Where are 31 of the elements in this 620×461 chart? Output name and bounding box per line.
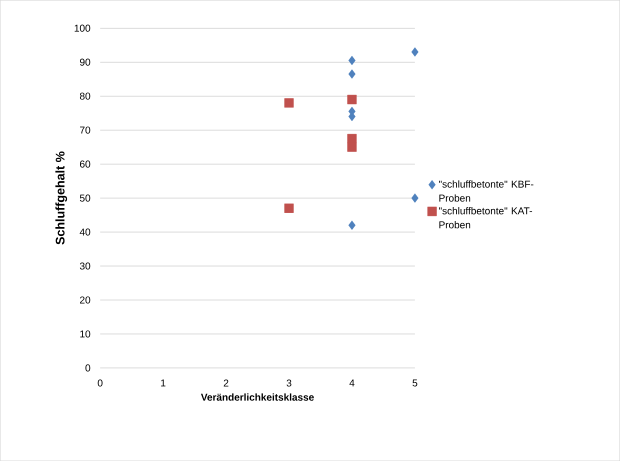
y-tick-label: 70 xyxy=(80,126,90,134)
point xyxy=(411,193,419,203)
x-tick-label: 5 xyxy=(412,379,418,386)
x-tick-label: 2 xyxy=(224,379,228,386)
x-tick-label: 4 xyxy=(349,379,354,386)
x-tick-label: 3 xyxy=(286,379,292,387)
x-axis-title: Veränderlichkeitsklasse xyxy=(200,393,314,401)
point xyxy=(284,98,294,108)
y-tick-label: 30 xyxy=(80,262,90,270)
legend-label: "schluffbetonte" KBF-Proben xyxy=(438,180,534,202)
y-tick-label: 50 xyxy=(80,194,90,202)
point xyxy=(347,94,357,104)
point xyxy=(348,220,356,230)
y-tick-label: 0 xyxy=(85,364,90,372)
y-tick-label: 10 xyxy=(80,330,90,338)
point xyxy=(347,142,357,152)
legend-label: "schluffbetonte" KAT-Proben xyxy=(438,207,532,228)
y-tick-label: 20 xyxy=(80,296,90,304)
point xyxy=(348,69,356,79)
y-tick-label: 60 xyxy=(80,160,90,168)
point xyxy=(284,204,294,213)
point xyxy=(348,56,356,66)
y-tick-label: 100 xyxy=(74,24,90,32)
y-tick-label: 90 xyxy=(80,58,90,66)
x-tick-label: 0 xyxy=(98,379,103,387)
point xyxy=(347,134,357,144)
y-tick-label: 80 xyxy=(80,92,90,100)
y-axis-title: Schluffgehalt % xyxy=(55,152,68,245)
point xyxy=(411,47,419,57)
x-tick-label: 1 xyxy=(161,379,166,386)
y-tick-label: 40 xyxy=(80,228,90,236)
